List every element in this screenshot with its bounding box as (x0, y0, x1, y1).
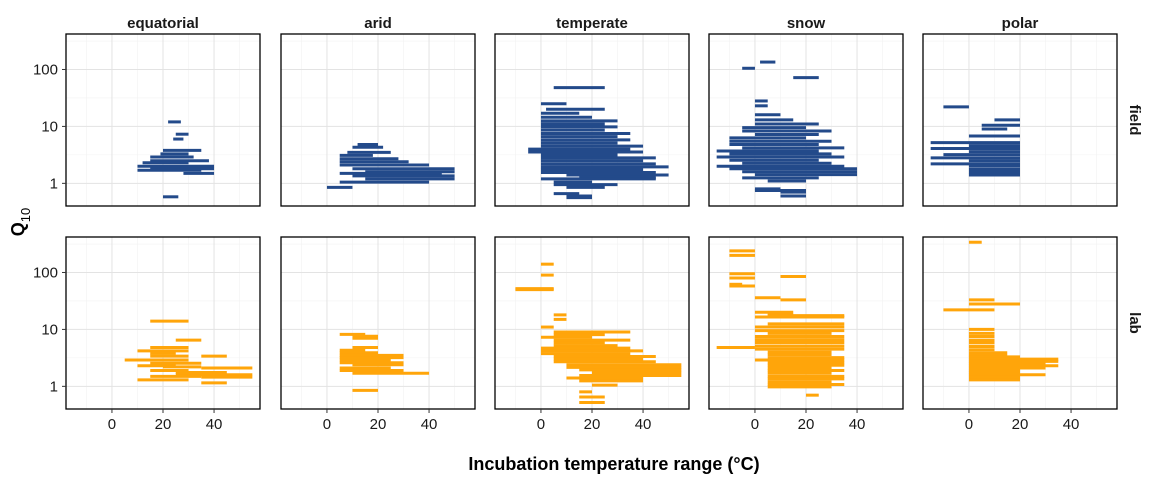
y-tick-label: 100 (33, 264, 58, 281)
x-tick-label: 20 (155, 416, 172, 433)
column-strip-label: temperate (556, 15, 628, 32)
panel-temperate-field (494, 33, 690, 207)
x-tick-label: 20 (798, 416, 815, 433)
panel-polar-lab: 0 20 40 (922, 236, 1118, 433)
panel-snow-lab: 0 20 40 (708, 236, 904, 433)
x-tick-label: 0 (108, 416, 116, 433)
panel-border (922, 33, 1118, 207)
x-tick-label: 0 (537, 416, 545, 433)
y-tick-label: 10 (41, 118, 58, 135)
column-strip-label: arid (364, 15, 392, 32)
x-axis-title: Incubation temperature range (°C) (468, 454, 759, 474)
y-axis-title: Q10 (8, 208, 33, 236)
panel-temperate-lab: 0 20 40 (494, 236, 690, 433)
x-tick-label: 0 (323, 416, 331, 433)
panel-border (280, 33, 476, 207)
panel-arid-field (280, 33, 476, 207)
panel-arid-lab: 0 20 40 (280, 236, 476, 433)
panel-border (708, 33, 904, 207)
row-strip-label: field (1126, 105, 1143, 136)
x-tick-label: 40 (849, 416, 866, 433)
x-tick-label: 40 (206, 416, 223, 433)
y-tick-label: 100 (33, 61, 58, 78)
panel-equatorial-field: 1 10 100 (33, 33, 261, 207)
row-strip-label: lab (1126, 312, 1143, 334)
panel-border (65, 33, 261, 207)
column-strip-label: equatorial (127, 15, 199, 32)
panel-border (494, 33, 690, 207)
x-tick-label: 40 (635, 416, 652, 433)
y-tick-label: 1 (50, 175, 58, 192)
y-tick-label: 1 (50, 378, 58, 395)
panel-polar-field (922, 33, 1118, 207)
x-tick-label: 20 (1012, 416, 1029, 433)
x-tick-label: 0 (751, 416, 759, 433)
column-strip-label: snow (787, 15, 826, 32)
column-strip-label: polar (1002, 15, 1039, 32)
x-tick-label: 40 (421, 416, 438, 433)
panel-equatorial-lab: 1 10 100 0 20 40 (33, 236, 261, 433)
panel-snow-field (708, 33, 904, 207)
x-tick-label: 0 (965, 416, 973, 433)
y-axis-title-subscript: 10 (18, 208, 33, 222)
panels-layer: equatorial arid temperate snow polar field lab… (33, 15, 1143, 433)
x-tick-label: 20 (370, 416, 387, 433)
y-tick-label: 10 (41, 321, 58, 338)
x-tick-label: 20 (584, 416, 601, 433)
x-tick-label: 40 (1063, 416, 1080, 433)
y-axis-title-main: Q (8, 222, 28, 236)
